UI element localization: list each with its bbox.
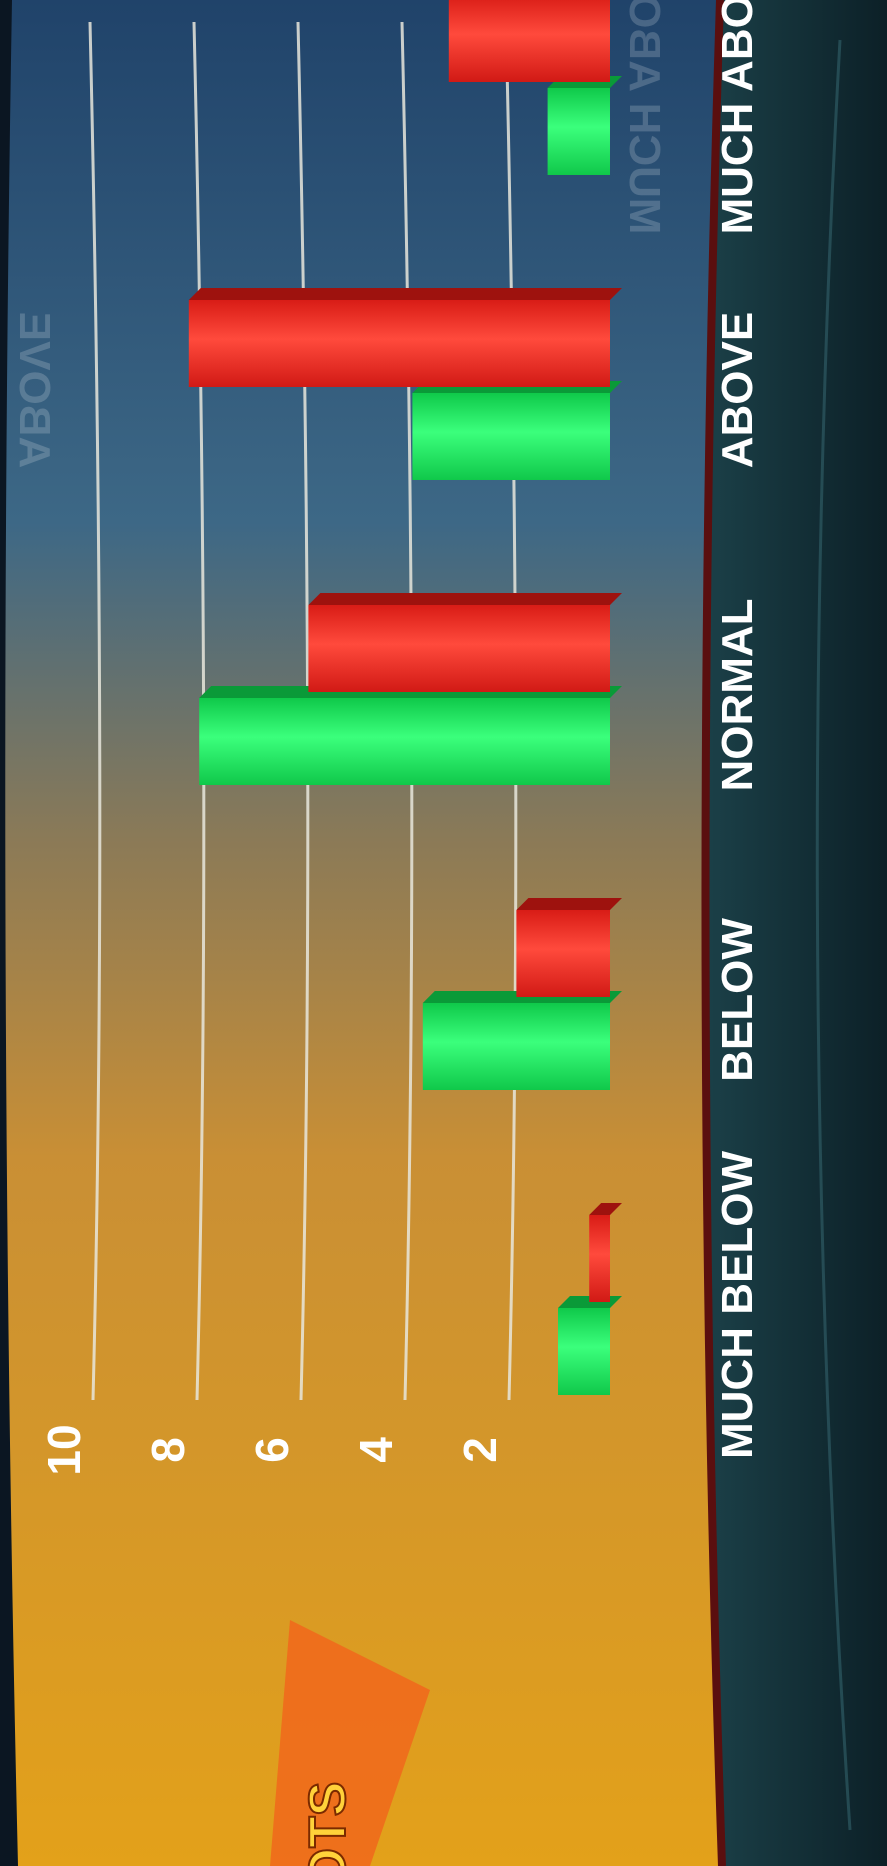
red-bar xyxy=(308,605,610,692)
category-label-reflection: ABOVE xyxy=(10,312,59,468)
category-label: ABOVE xyxy=(713,312,762,468)
red-bar xyxy=(589,1215,610,1302)
tick-label: 8 xyxy=(142,1437,194,1463)
category-label: MUCH ABOVE xyxy=(713,0,762,235)
gridline xyxy=(88,21,102,1401)
x-axis-ticks: 24681012 xyxy=(38,1424,506,1475)
floor-strip xyxy=(705,0,887,1866)
category-label: BELOW xyxy=(713,918,762,1082)
green-bar xyxy=(412,393,610,480)
background-panel xyxy=(5,0,722,1866)
green-bar xyxy=(199,698,610,785)
logo-text: OTS xyxy=(299,1782,357,1866)
red-bar xyxy=(448,0,610,82)
tick-label: 10 xyxy=(38,1424,90,1475)
tick-label: 4 xyxy=(350,1437,402,1463)
red-bar xyxy=(188,300,611,387)
red-bar xyxy=(516,910,610,997)
tick-label: 6 xyxy=(246,1437,298,1463)
category-labels: MUCH BELOWMUCH BELOWBELOWBELOWNORMALNORM… xyxy=(10,0,762,1459)
station-logo: OTS xyxy=(270,1620,430,1866)
category-label: MUCH BELOW xyxy=(713,1151,762,1459)
bar-depth xyxy=(188,288,623,300)
green-bar xyxy=(422,1003,610,1090)
bar-depth xyxy=(516,898,622,910)
tick-label: 2 xyxy=(454,1437,506,1463)
bar-depth xyxy=(589,1203,622,1215)
category-label-reflection: MUCH ABOVE xyxy=(620,0,669,235)
green-bar xyxy=(558,1308,610,1395)
category-label: NORMAL xyxy=(713,598,762,791)
green-bar xyxy=(547,88,610,175)
bar-depth xyxy=(308,593,622,605)
logo-flame xyxy=(270,1620,430,1866)
bars xyxy=(188,0,623,1395)
floor-edge xyxy=(701,0,726,1866)
floor-arc xyxy=(815,39,852,1831)
